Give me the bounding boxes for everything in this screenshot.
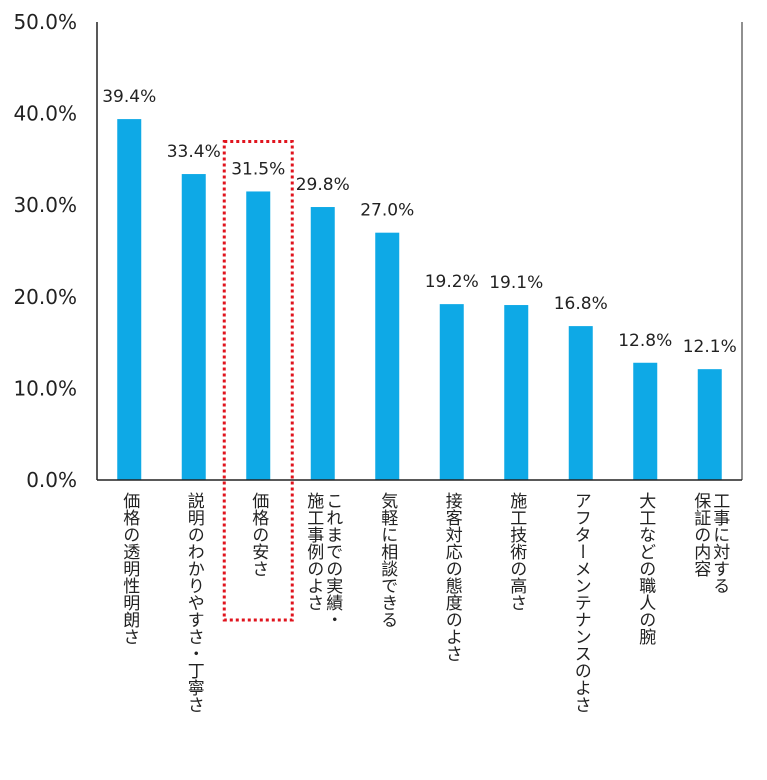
bar: [246, 191, 271, 480]
bar: [117, 119, 142, 480]
y-tick-label: 40.0%: [13, 102, 77, 126]
highlight-group: [222, 139, 294, 622]
data-label: 33.4%: [167, 142, 221, 162]
category-label: 工事に対する: [709, 492, 730, 594]
category-label: これまでの実績・: [322, 492, 343, 628]
category-label: 価格の安さ: [248, 492, 269, 577]
bar: [633, 362, 658, 480]
data-label: 19.2%: [425, 272, 479, 292]
y-axis-ticks: 0.0% 10.0% 20.0% 30.0% 40.0% 50.0%: [13, 10, 77, 492]
data-label: 29.8%: [296, 175, 350, 195]
category-label: 施工技術の高さ: [506, 492, 527, 611]
data-label: 31.5%: [231, 159, 285, 179]
data-label: 39.4%: [102, 87, 156, 107]
bar: [310, 207, 335, 481]
data-label: 12.8%: [618, 331, 672, 351]
data-label: 12.1%: [683, 337, 737, 357]
y-tick-label: 20.0%: [13, 285, 77, 309]
bar: [568, 326, 593, 480]
category-label: 大工などの職人の腕: [635, 492, 656, 646]
y-tick-label: 10.0%: [13, 376, 77, 400]
category-label: 説明のわかりやすさ・丁寧さ: [184, 492, 205, 713]
axes-group: [96, 22, 743, 481]
data-label: 16.8%: [554, 294, 608, 314]
category-labels-group: 価格の透明性明朗さ 説明のわかりやすさ・丁寧さ 価格の安さ これまでの実績・施工事例の…: [119, 492, 730, 713]
data-labels-group: 39.4% 33.4% 31.5% 29.8% 27.0% 19.2% 19.1% 16.8%…: [102, 87, 737, 357]
bar: [504, 305, 529, 480]
category-label: 価格の透明性明朗さ: [119, 492, 140, 645]
data-label: 19.1%: [489, 273, 543, 293]
category-label: アフターメンテナンスのよさ: [571, 492, 591, 713]
category-label: 施工事例のよさ: [303, 492, 324, 611]
category-label: 気軽に相談できる: [377, 492, 398, 628]
bar: [439, 304, 464, 480]
bar: [375, 232, 400, 480]
bars-group: [117, 119, 722, 481]
data-label: 27.0%: [360, 201, 414, 221]
y-tick-label: 30.0%: [13, 193, 77, 217]
bar: [697, 369, 722, 480]
y-tick-label: 50.0%: [13, 10, 77, 34]
highlight-box: [222, 139, 294, 622]
bar: [181, 174, 206, 480]
category-label: 保証の内容: [690, 492, 711, 577]
category-label: 接客対応の態度のよさ: [442, 492, 463, 662]
y-tick-label: 0.0%: [26, 468, 77, 492]
